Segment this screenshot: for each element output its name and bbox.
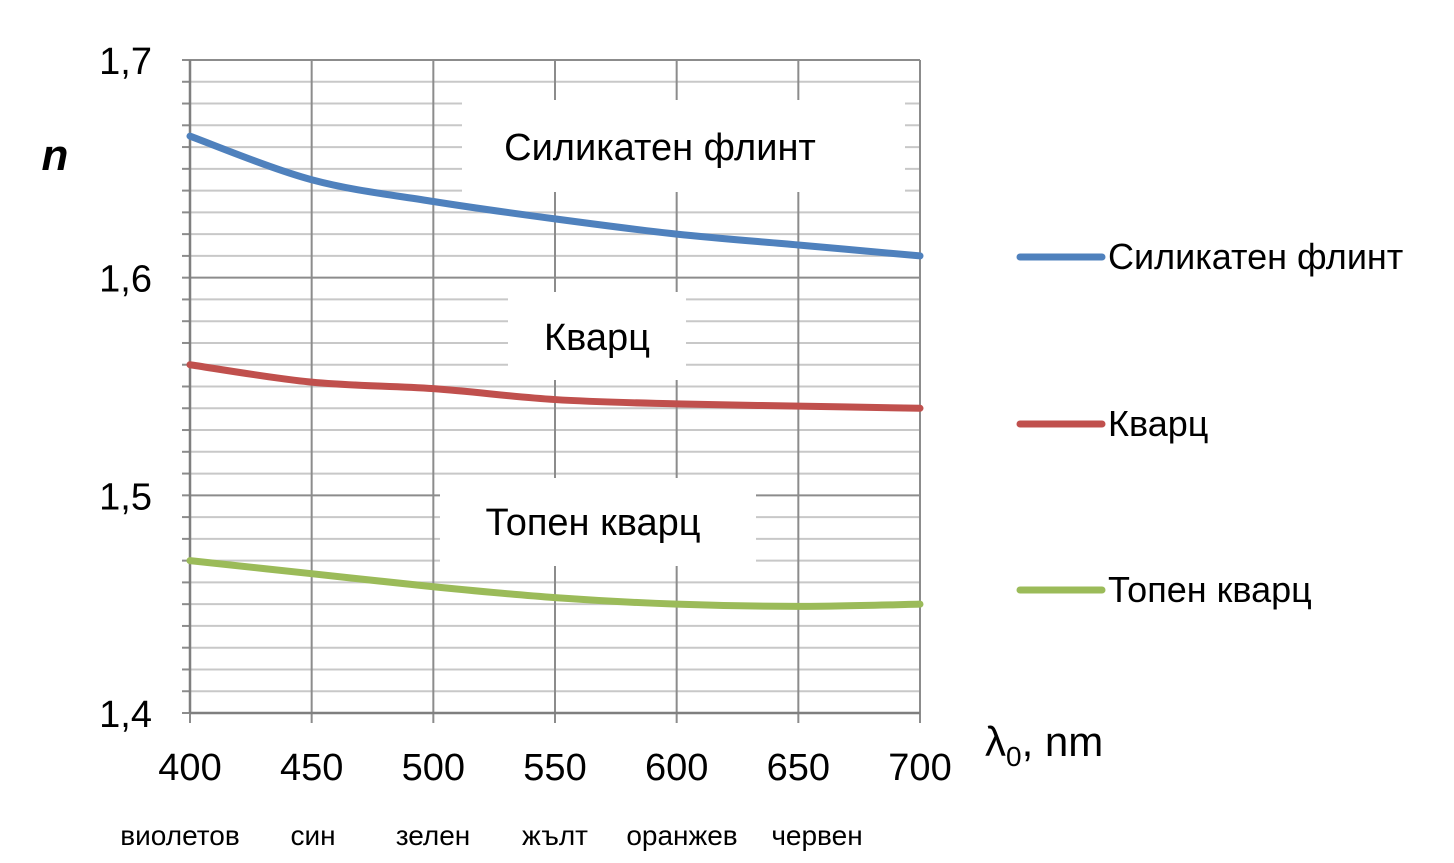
legend-item: Кварц (1016, 403, 1208, 444)
x-tick-label: 650 (767, 747, 830, 789)
y-tick-label: 1,4 (99, 694, 152, 736)
axes (188, 60, 920, 715)
color-name-label: зелен (396, 820, 471, 851)
series-line (186, 557, 924, 610)
legend-label: Кварц (1108, 403, 1208, 444)
annotation-box (462, 100, 905, 192)
color-name-label: червен (771, 820, 862, 851)
series-annotation-label: Силикатен флинт (504, 127, 816, 169)
legend-item: Силикатен флинт (1016, 236, 1403, 277)
x-axis-label-subscript: 0 (1006, 741, 1022, 772)
series-annotations: Силикатен флинт Кварц Топен кварц (440, 100, 905, 566)
x-tick-label: 500 (402, 747, 465, 789)
annotation-box (508, 292, 686, 380)
series-lines (186, 132, 924, 610)
x-tick-label: 400 (158, 747, 221, 789)
x-tick-label: 450 (280, 747, 343, 789)
color-name-label: син (290, 820, 335, 851)
color-name-label: жълт (522, 820, 588, 851)
y-tick-label: 1,6 (99, 259, 152, 301)
x-axis-label-symbol: λ (985, 718, 1006, 765)
legend-label: Силикатен флинт (1108, 236, 1403, 277)
y-tick-labels: 1,4 1,5 1,6 1,7 (99, 41, 152, 736)
y-axis-label: n (42, 131, 69, 180)
series-line (186, 132, 924, 260)
x-tick-label: 600 (645, 747, 708, 789)
legend-label: Топен кварц (1108, 569, 1312, 610)
y-tick-label: 1,7 (99, 41, 152, 83)
y-tick-label: 1,5 (99, 476, 152, 518)
x-axis-label: λ0, nm (985, 718, 1103, 772)
color-name-label: оранжев (626, 820, 737, 851)
series-annotation-label: Топен кварц (485, 502, 700, 544)
color-name-label: виолетов (120, 820, 239, 851)
series-annotation-label: Кварц (544, 317, 650, 359)
legend: Силикатен флинт Кварц Топен кварц (1016, 236, 1403, 610)
x-tick-labels: 400 450 500 550 600 650 700 (158, 747, 951, 789)
series-line (186, 361, 924, 412)
color-name-labels: виолетов син зелен жълт оранжев червен (120, 820, 862, 851)
x-axis-label-unit: , nm (1022, 718, 1104, 765)
x-tick-label: 700 (888, 747, 951, 789)
x-tick-label: 550 (523, 747, 586, 789)
legend-item: Топен кварц (1016, 569, 1312, 610)
annotation-box (440, 478, 756, 566)
